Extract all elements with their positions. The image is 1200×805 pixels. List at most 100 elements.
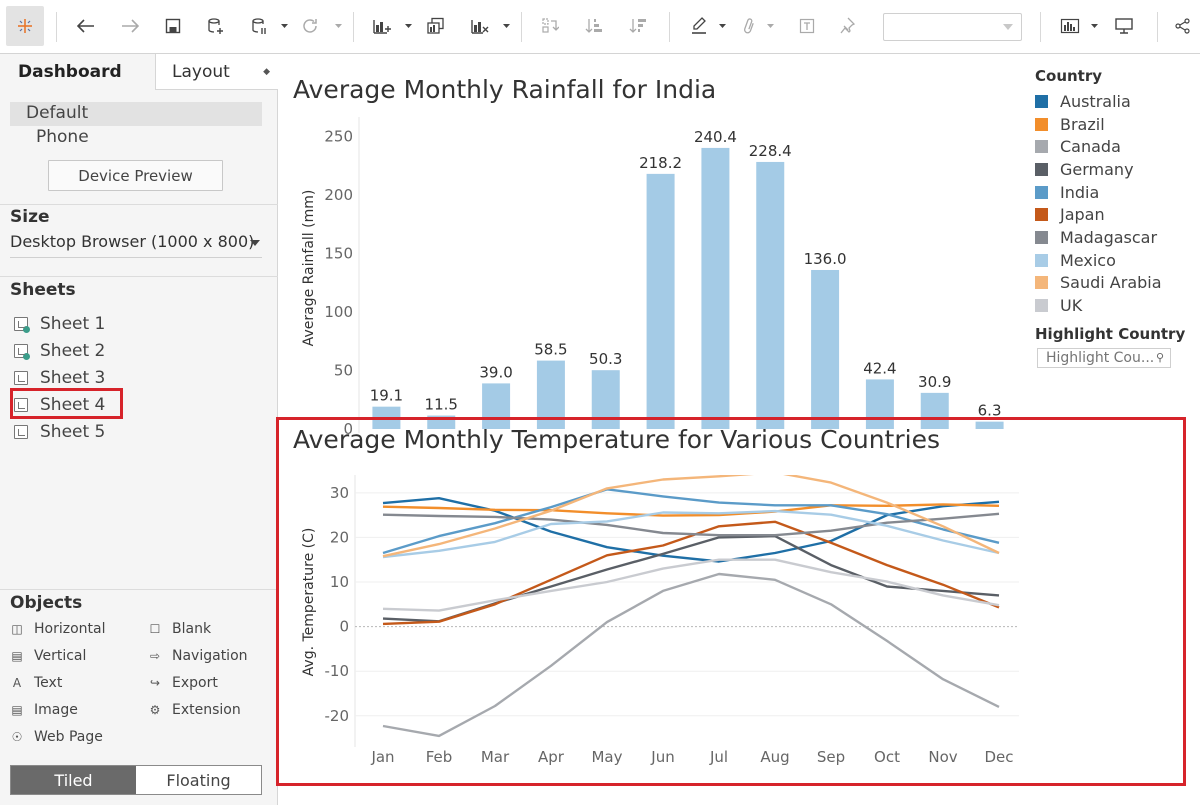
x-tick-label: Jan <box>370 748 394 766</box>
new-worksheet-dropdown-icon[interactable] <box>402 11 414 41</box>
tab-dashboard[interactable]: Dashboard <box>0 54 155 90</box>
clear-dropdown-icon[interactable] <box>500 11 512 41</box>
object-export[interactable]: ↪ Export <box>148 675 218 691</box>
back-icon[interactable] <box>74 11 98 41</box>
sheet-item-1[interactable]: Sheet 1 <box>14 310 254 337</box>
object-extension[interactable]: ⚙ Extension <box>148 702 241 718</box>
legend-label: Japan <box>1060 205 1105 225</box>
object-navigation[interactable]: ⇨ Navigation <box>148 648 248 664</box>
data-label: 58.5 <box>534 341 567 359</box>
size-select[interactable]: Desktop Browser (1000 x 800) <box>10 232 262 258</box>
object-label: Export <box>172 675 218 691</box>
legend-item-india[interactable]: India <box>1035 181 1195 204</box>
toolbar <box>0 0 1200 54</box>
legend-item-saudi-arabia[interactable]: Saudi Arabia <box>1035 272 1195 295</box>
x-tick-label: Oct <box>874 748 900 766</box>
legend-item-brazil[interactable]: Brazil <box>1035 113 1195 136</box>
swap-icon[interactable] <box>538 11 562 41</box>
series-line-uk <box>382 558 1000 612</box>
device-default[interactable]: Default <box>10 102 262 126</box>
duplicate-icon[interactable] <box>424 11 448 41</box>
sort-descending-icon[interactable] <box>626 11 650 41</box>
x-tick-label: Aug <box>760 748 789 766</box>
save-icon[interactable] <box>162 11 184 41</box>
refresh-icon[interactable] <box>298 11 322 41</box>
legend-swatch <box>1035 94 1048 108</box>
sort-ascending-icon[interactable] <box>582 11 606 41</box>
divider <box>0 204 278 205</box>
data-label: 19.1 <box>370 387 403 405</box>
object-horizontal[interactable]: ◫ Horizontal <box>10 621 105 637</box>
sheet-item-2[interactable]: Sheet 2 <box>14 337 254 364</box>
object-vertical[interactable]: ▤ Vertical <box>10 648 86 664</box>
sheet-item-4[interactable]: Sheet 4 <box>14 391 254 418</box>
temperature-line-chart: -20 -10 0 10 20 30 Avg. Temperature (C) Jan Feb M… <box>301 475 1019 766</box>
attach-dropdown-icon[interactable] <box>764 11 776 41</box>
new-datasource-icon[interactable] <box>204 11 228 41</box>
tiled-button[interactable]: Tiled <box>11 766 136 794</box>
y-tick-label: -10 <box>325 662 350 680</box>
object-web-page[interactable]: ☉ Web Page <box>10 729 103 745</box>
object-blank[interactable]: ☐ Blank <box>148 621 211 637</box>
sheet-item-3[interactable]: Sheet 3 <box>14 364 254 391</box>
series-line-mexico <box>382 509 1000 559</box>
highlight-icon[interactable] <box>688 11 710 41</box>
y-axis-label: Avg. Temperature (C) <box>301 528 317 677</box>
y-tick-label: 200 <box>324 186 353 204</box>
tableau-logo-icon[interactable] <box>6 6 44 46</box>
dashboard-canvas: Average Monthly Rainfall for India Avera… <box>276 55 1200 805</box>
pause-icon[interactable] <box>248 11 270 41</box>
legend-item-canada[interactable]: Canada <box>1035 135 1195 158</box>
fit-select[interactable] <box>883 13 1022 41</box>
share-icon[interactable] <box>1172 11 1194 41</box>
pin-icon[interactable] <box>836 11 858 41</box>
legend-swatch <box>1035 253 1048 267</box>
label-icon[interactable] <box>796 11 818 41</box>
legend-item-germany[interactable]: Germany <box>1035 158 1195 181</box>
sheets-list: Sheet 1 Sheet 2 Sheet 3 Sheet 4 Sheet 5 <box>14 310 254 445</box>
legend-item-uk[interactable]: UK <box>1035 294 1195 317</box>
object-text[interactable]: A Text <box>10 675 62 691</box>
legend-swatch <box>1035 230 1048 244</box>
series-line-canada <box>382 572 1000 738</box>
data-label: 42.4 <box>863 359 896 377</box>
temperature-chart-highlight-box <box>276 417 1186 786</box>
show-me-dropdown-icon[interactable] <box>1088 11 1100 41</box>
floating-button[interactable]: Floating <box>136 766 261 794</box>
show-me-icon[interactable] <box>1058 11 1082 41</box>
export-icon: ↪ <box>149 676 161 690</box>
globe-icon: ☉ <box>11 730 23 744</box>
sheet-item-5[interactable]: Sheet 5 <box>14 418 254 445</box>
sheet-used-icon <box>14 316 30 333</box>
object-label: Navigation <box>172 648 248 664</box>
layout-mode-toggle: Tiled Floating <box>10 765 262 795</box>
device-phone[interactable]: Phone <box>36 127 89 147</box>
rainfall-bar <box>975 421 1004 429</box>
refresh-dropdown-icon[interactable] <box>332 11 344 41</box>
pause-dropdown-icon[interactable] <box>278 11 290 41</box>
highlight-dropdown-icon[interactable] <box>716 11 728 41</box>
object-label: Blank <box>172 621 212 637</box>
x-tick-label: Nov <box>928 748 957 766</box>
highlight-country-input[interactable] <box>1037 348 1171 368</box>
horizontal-icon: ◫ <box>11 622 23 636</box>
attach-icon[interactable] <box>738 11 760 41</box>
series-line-japan <box>382 520 1000 626</box>
object-image[interactable]: ▤ Image <box>10 702 78 718</box>
vertical-icon: ▤ <box>11 649 23 663</box>
legend-item-japan[interactable]: Japan <box>1035 203 1195 226</box>
legend-item-australia[interactable]: Australia <box>1035 90 1195 113</box>
presentation-icon[interactable] <box>1112 11 1136 41</box>
legend-swatch <box>1035 299 1048 313</box>
object-label: Horizontal <box>34 621 106 637</box>
legend-item-madagascar[interactable]: Madagascar <box>1035 226 1195 249</box>
device-preview-button[interactable]: Device Preview <box>48 160 223 191</box>
tab-layout[interactable]: Layout ◆ <box>155 54 278 90</box>
y-tick-label: 30 <box>330 484 349 502</box>
clear-icon[interactable] <box>468 11 492 41</box>
legend-label: Germany <box>1060 159 1134 179</box>
sheet-icon <box>14 370 28 385</box>
new-worksheet-icon[interactable] <box>370 11 394 41</box>
forward-icon[interactable] <box>118 11 142 41</box>
legend-item-mexico[interactable]: Mexico <box>1035 249 1195 272</box>
